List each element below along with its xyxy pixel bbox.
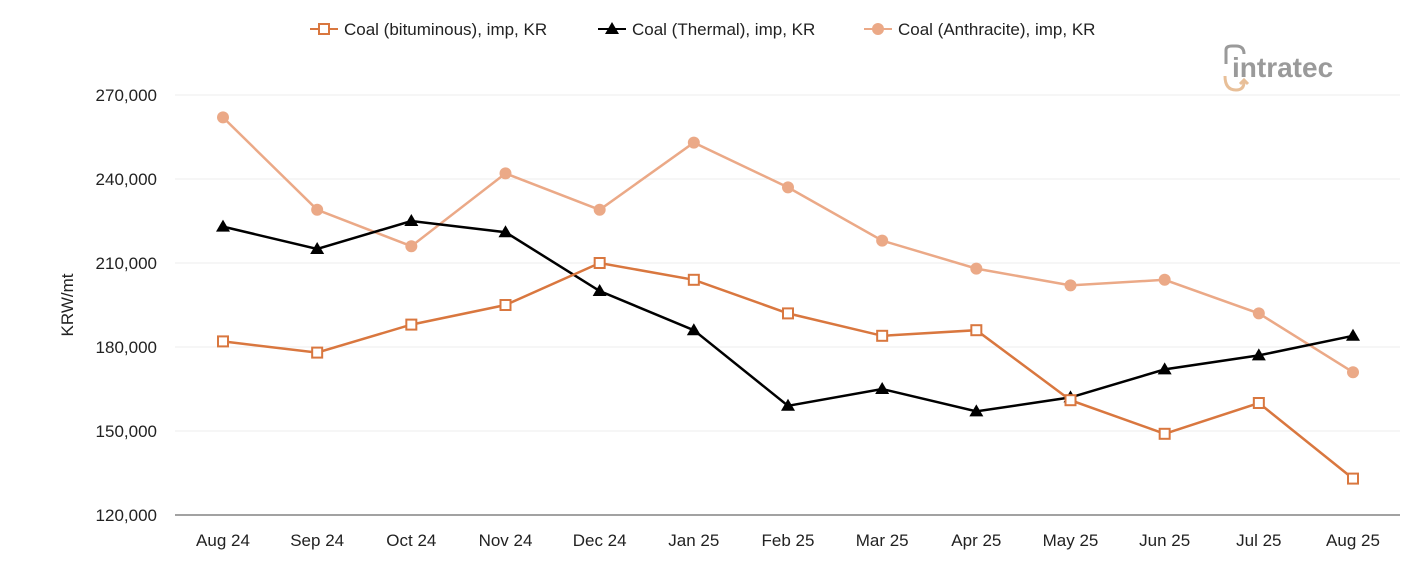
data-point [970,262,983,275]
data-point [1347,366,1359,379]
data-point [217,335,229,348]
legend-label: Coal (Thermal), imp, KR [632,20,815,39]
data-point [1157,362,1172,375]
x-tick-label: Jun 25 [1139,531,1190,550]
data-point [499,167,512,180]
data-point [1064,394,1077,407]
y-tick-label: 240,000 [96,170,157,189]
data-point [499,299,512,311]
data-point [1064,279,1077,292]
data-point [217,111,229,124]
data-point [405,240,418,253]
legend-item: Coal (Anthracite), imp, KR [864,20,1095,39]
legend-marker [872,23,884,35]
x-tick-label: Oct 24 [386,531,436,550]
data-point [781,398,795,411]
y-tick-label: 120,000 [96,506,157,525]
data-point [593,257,606,269]
data-point [1252,397,1265,409]
series-1 [216,214,1360,417]
legend-label: Coal (bituminous), imp, KR [344,20,547,39]
data-point [686,323,701,336]
x-tick-label: Nov 24 [479,531,533,550]
legend-marker [605,22,619,34]
gridlines [175,94,1400,432]
series-2 [217,111,1359,379]
data-point [875,382,890,394]
x-tick-label: Dec 24 [573,531,627,550]
data-point [311,346,324,359]
data-point [1158,427,1171,440]
legend-label: Coal (Anthracite), imp, KR [898,20,1095,39]
x-tick-label: Jan 25 [668,531,719,550]
x-tick-label: May 25 [1043,531,1099,550]
data-point [782,307,794,320]
data-point [498,225,513,238]
x-tick-label: Mar 25 [856,531,909,550]
y-tick-label: 210,000 [96,254,157,273]
data-point [1251,348,1266,361]
data-point [970,324,983,337]
series-0 [217,257,1359,485]
data-point [216,219,230,232]
y-tick-label: 180,000 [96,338,157,357]
legend-item: Coal (Thermal), imp, KR [598,20,815,39]
series-line [222,116,1354,374]
y-tick-label: 150,000 [96,422,157,441]
data-point [1252,307,1265,320]
x-tick-label: Sep 24 [290,531,344,550]
x-tick-label: Feb 25 [762,531,815,550]
x-tick-label: Jul 25 [1236,531,1281,550]
x-tick-label: Apr 25 [951,531,1001,550]
legend-item: Coal (bituminous), imp, KR [310,20,547,39]
y-tick-label: 270,000 [96,86,157,105]
data-point [876,329,889,342]
data-point [969,404,984,417]
data-point [404,214,419,226]
legend: Coal (bituminous), imp, KR Coal (Thermal)… [310,20,1095,39]
data-point [1158,273,1171,286]
x-tick-label: Aug 24 [196,531,250,550]
data-point [782,181,794,194]
y-axis-ticks: 120,000 150,000 180,000 210,000 240,000 270,0… [96,86,157,525]
x-tick-label: Aug 25 [1326,531,1380,550]
data-point [687,136,700,149]
data-point [311,203,324,216]
data-point [1347,472,1359,485]
data-point [687,273,700,286]
series-group [216,111,1360,485]
data-point [593,203,606,216]
data-point [592,284,607,296]
data-point [405,318,418,331]
data-point [310,242,325,254]
legend-marker [318,23,330,35]
intratec-logo: intratec [1223,44,1333,92]
y-axis-label: KRW/mt [58,273,77,336]
data-point [1346,328,1360,341]
series-line [222,261,1354,480]
data-point [876,234,889,247]
svg-text:intratec: intratec [1232,52,1333,83]
x-axis-ticks: Aug 24 Sep 24 Oct 24 Nov 24 Dec 24 Jan 25 Feb … [196,531,1380,550]
